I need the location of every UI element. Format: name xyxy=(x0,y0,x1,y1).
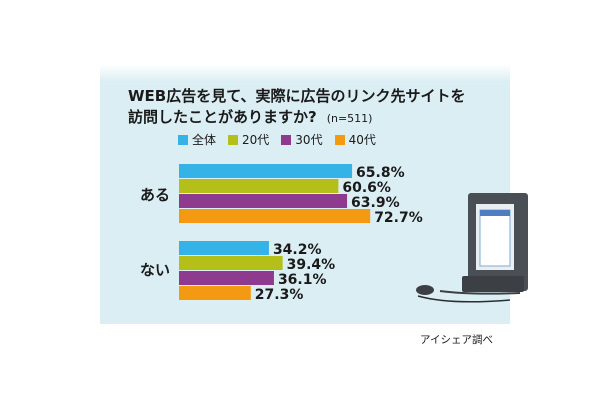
sample-size-note: (n=511) xyxy=(326,112,373,125)
title-line-1: WEB広告を見て、実際に広告のリンク先サイトを xyxy=(128,87,466,105)
legend-label: 40代 xyxy=(348,133,376,147)
legend-swatch xyxy=(178,134,188,145)
bar-value-label: 27.3% xyxy=(255,287,304,303)
category-label-nai: ない xyxy=(140,261,171,279)
legend-item: 30代 xyxy=(281,131,323,148)
bar-aru-2 xyxy=(179,179,339,193)
legend-swatch xyxy=(228,134,239,145)
bar-nai-3 xyxy=(179,271,274,285)
legend-label: 20代 xyxy=(242,133,270,147)
bar-value-label: 60.6% xyxy=(342,180,391,196)
legend-swatch xyxy=(281,134,292,145)
title-line-2: 訪問したことがありますか? xyxy=(128,108,317,126)
bar-value-label: 39.4% xyxy=(287,257,336,273)
bar-nai-1 xyxy=(179,241,269,255)
bar-nai-2 xyxy=(179,256,283,270)
bar-value-label: 36.1% xyxy=(278,272,327,288)
bar-value-label: 72.7% xyxy=(374,210,423,226)
computer-illustration-icon xyxy=(416,193,528,303)
legend-item: 全体 xyxy=(178,131,216,148)
bar-nai-4 xyxy=(179,286,251,300)
legend-swatch xyxy=(334,134,345,145)
legend-label: 30代 xyxy=(295,133,323,147)
bar-aru-1 xyxy=(179,164,353,178)
category-label-aru: ある xyxy=(140,186,171,204)
chart-title: WEB広告を見て、実際に広告のリンク先サイトを 訪問したことがありますか? (n=… xyxy=(128,86,465,129)
bar-aru-3 xyxy=(179,194,348,208)
legend-item: 20代 xyxy=(228,131,269,148)
source-note: アイシェア調べ xyxy=(420,334,493,346)
bar-value-label: 34.2% xyxy=(273,242,322,258)
bar-value-label: 63.9% xyxy=(351,195,400,211)
legend: 全体 20代 30代 40代 xyxy=(178,131,376,148)
bar-value-label: 65.8% xyxy=(356,165,405,181)
legend-label: 全体 xyxy=(192,133,217,147)
legend-item: 40代 xyxy=(334,131,376,148)
bar-aru-4 xyxy=(179,209,371,223)
